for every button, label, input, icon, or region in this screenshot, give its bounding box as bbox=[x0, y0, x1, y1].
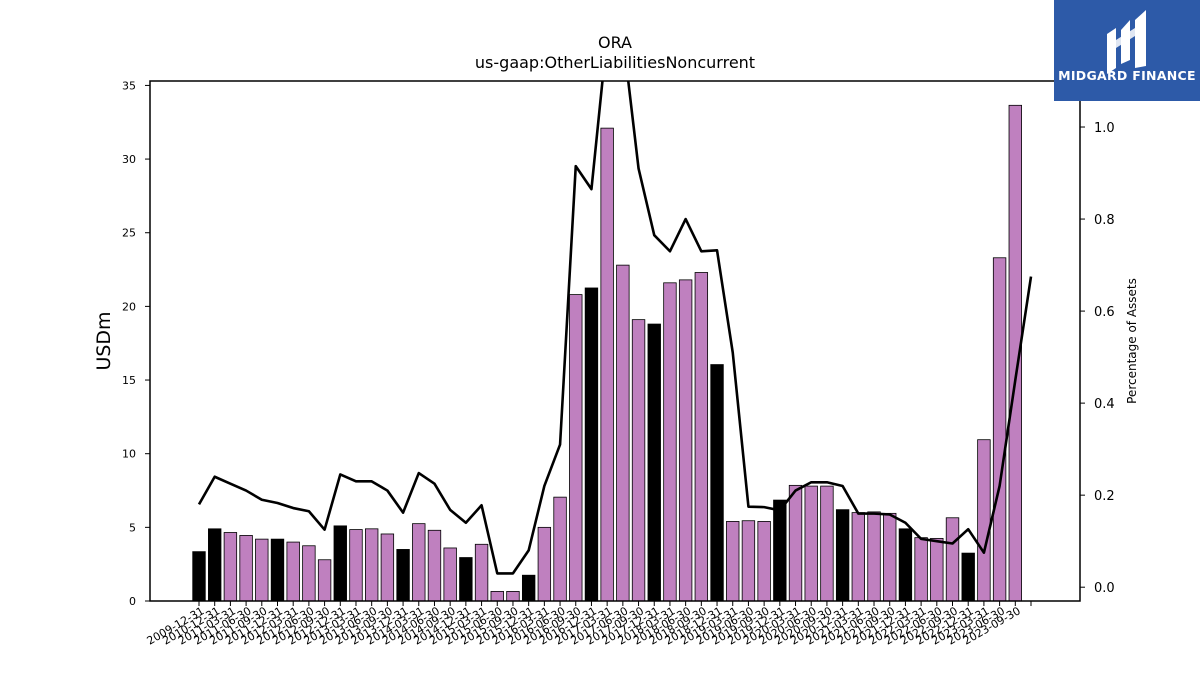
y2-tick-label: 0.6 bbox=[1094, 305, 1115, 320]
bar bbox=[302, 545, 316, 602]
bar bbox=[757, 521, 771, 602]
bar bbox=[584, 287, 599, 602]
bar bbox=[694, 272, 709, 602]
bar bbox=[239, 535, 253, 602]
percentage-line bbox=[197, 81, 1033, 575]
bar bbox=[553, 496, 567, 602]
bar bbox=[506, 591, 520, 602]
left-axis: 0 5 10 15 20 25 30 35 bbox=[122, 79, 150, 608]
bar bbox=[741, 520, 756, 602]
y-tick-label: 15 bbox=[122, 374, 136, 387]
bar bbox=[914, 537, 928, 602]
bar bbox=[820, 485, 834, 602]
y-tick-label: 30 bbox=[122, 153, 136, 166]
bar bbox=[710, 364, 724, 602]
bar bbox=[961, 552, 975, 602]
bar bbox=[286, 541, 300, 602]
bar bbox=[333, 525, 347, 602]
y2-tick-label: 1.0 bbox=[1094, 121, 1115, 136]
bar bbox=[804, 485, 818, 602]
bar-group bbox=[192, 104, 1022, 602]
bar bbox=[380, 533, 395, 602]
bar bbox=[945, 517, 960, 602]
bar bbox=[930, 537, 944, 602]
bar bbox=[412, 523, 426, 602]
y2-tick-label: 0.8 bbox=[1094, 213, 1115, 228]
y2-axis-label: Percentage of Assets bbox=[1125, 278, 1139, 404]
bar bbox=[317, 559, 332, 602]
bar bbox=[537, 526, 552, 602]
bar bbox=[992, 257, 1007, 602]
bar bbox=[851, 512, 865, 602]
bar bbox=[647, 323, 661, 602]
bar bbox=[396, 549, 410, 602]
bar bbox=[255, 538, 269, 602]
line-group bbox=[197, 81, 1033, 575]
bar bbox=[663, 282, 677, 602]
y-tick-label: 25 bbox=[122, 227, 136, 240]
y-axis-label: USDm bbox=[93, 311, 115, 370]
y-tick-label: 35 bbox=[122, 79, 136, 92]
bar bbox=[521, 574, 536, 602]
bar bbox=[270, 538, 285, 602]
y-tick-label: 5 bbox=[129, 521, 136, 534]
bar bbox=[569, 294, 583, 602]
plot-frame bbox=[149, 80, 1081, 602]
midgard-logo-icon bbox=[1107, 10, 1146, 74]
bar bbox=[726, 521, 740, 602]
y2-tick-label: 0.4 bbox=[1094, 397, 1115, 412]
bar bbox=[600, 127, 614, 602]
bar bbox=[192, 551, 206, 602]
bar bbox=[835, 509, 850, 602]
bar bbox=[616, 264, 630, 602]
y-tick-label: 10 bbox=[122, 448, 136, 461]
bar bbox=[631, 319, 646, 602]
bar bbox=[459, 557, 473, 602]
bar bbox=[788, 484, 803, 602]
bar bbox=[223, 532, 238, 602]
x-axis: 2009-12-312010-12-312011-03-312011-06-30… bbox=[145, 601, 1032, 648]
bar bbox=[490, 591, 504, 602]
bar bbox=[883, 512, 897, 602]
bar bbox=[427, 529, 442, 602]
bar bbox=[867, 511, 881, 602]
bar bbox=[474, 543, 489, 602]
y-tick-label: 0 bbox=[129, 595, 136, 608]
bar bbox=[443, 547, 457, 602]
y2-tick-label: 0.0 bbox=[1094, 581, 1115, 596]
bar bbox=[364, 528, 379, 602]
chart-subtitle: us-gaap:OtherLiabilitiesNoncurrent bbox=[475, 53, 755, 72]
bar bbox=[678, 279, 693, 602]
right-axis: 0.0 0.2 0.4 0.6 0.8 1.0 bbox=[1080, 121, 1115, 596]
bar bbox=[898, 528, 913, 602]
y-tick-label: 20 bbox=[122, 300, 136, 313]
brand-name: MIDGARD FINANCE bbox=[1058, 68, 1196, 83]
chart-title: ORA bbox=[598, 33, 632, 52]
bar bbox=[349, 529, 363, 602]
bar bbox=[977, 439, 991, 602]
brand-logo: MIDGARD FINANCE bbox=[1054, 0, 1200, 101]
bar bbox=[208, 528, 222, 602]
bar bbox=[773, 499, 787, 602]
y2-tick-label: 0.2 bbox=[1094, 489, 1115, 504]
